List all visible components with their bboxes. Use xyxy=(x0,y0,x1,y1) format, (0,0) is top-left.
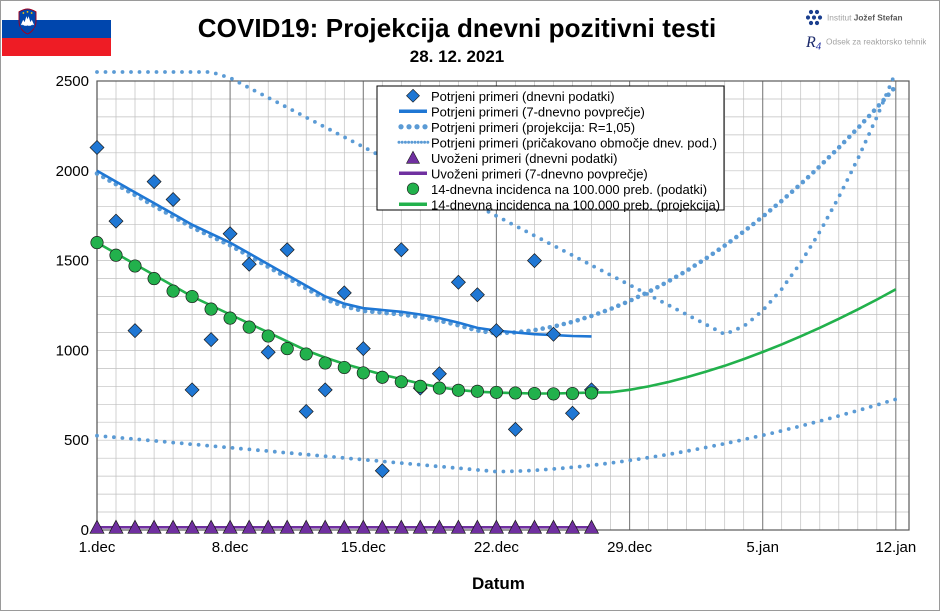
svg-text:2000: 2000 xyxy=(56,163,89,180)
svg-text:1500: 1500 xyxy=(56,253,89,270)
svg-text:Uvoženi primeri (7-dnevno povp: Uvoženi primeri (7-dnevno povprečje) xyxy=(431,166,648,181)
svg-text:22.dec: 22.dec xyxy=(474,539,520,556)
svg-text:0: 0 xyxy=(81,522,89,539)
svg-text:Potrjeni primeri (dnevni podat: Potrjeni primeri (dnevni podatki) xyxy=(431,89,615,104)
svg-text:1.dec: 1.dec xyxy=(79,539,116,556)
svg-text:2500: 2500 xyxy=(56,73,89,90)
svg-text:Potrjeni primeri (7-dnevno pov: Potrjeni primeri (7-dnevno povprečje) xyxy=(431,104,645,119)
svg-text:1000: 1000 xyxy=(56,342,89,359)
svg-text:15.dec: 15.dec xyxy=(341,539,387,556)
svg-text:Potrjeni primeri (pričakovano: Potrjeni primeri (pričakovano območje dn… xyxy=(431,135,717,150)
svg-text:8.dec: 8.dec xyxy=(212,539,249,556)
svg-text:29.dec: 29.dec xyxy=(607,539,653,556)
svg-text:12.jan: 12.jan xyxy=(875,539,916,556)
svg-text:500: 500 xyxy=(64,432,89,449)
svg-text:5.jan: 5.jan xyxy=(746,539,779,556)
svg-text:14-dnevna incidenca na 100.000: 14-dnevna incidenca na 100.000 preb. (pr… xyxy=(431,197,720,212)
svg-text:14-dnevna incidenca na 100.000: 14-dnevna incidenca na 100.000 preb. (po… xyxy=(431,182,707,197)
svg-text:Uvoženi primeri (dnevni podatk: Uvoženi primeri (dnevni podatki) xyxy=(431,151,617,166)
svg-text:Potrjeni primeri (projekcija:: Potrjeni primeri (projekcija: R=1,05) xyxy=(431,120,635,135)
